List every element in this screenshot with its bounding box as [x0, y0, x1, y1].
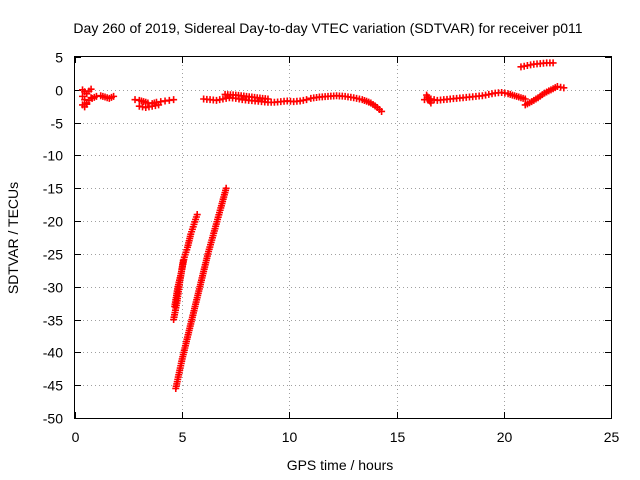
data-point: [560, 84, 568, 92]
y-axis-label: SDTVAR / TECUs: [5, 182, 21, 294]
data-point: [110, 92, 118, 100]
x-tick-label: 15: [390, 429, 406, 445]
data-point: [155, 101, 163, 109]
x-tick-label: 20: [497, 429, 513, 445]
x-axis-label: GPS time / hours: [287, 457, 394, 473]
data-point: [170, 96, 178, 104]
y-tick-label: -20: [43, 214, 63, 230]
axis-ticks: [75, 57, 612, 419]
y-tick-label: -15: [43, 181, 63, 197]
data-point: [83, 100, 91, 108]
y-tick-label: -5: [51, 116, 64, 132]
data-point: [521, 95, 529, 103]
data-point: [87, 85, 95, 93]
data-points: [79, 59, 568, 392]
x-tick-label: 0: [72, 429, 80, 445]
data-point: [427, 99, 435, 107]
tick-labels: 0 5 10 15 20 25 5 0 -5 -10 -15 -20 -25 -30 -35 -40 -45 -5…: [43, 50, 620, 446]
data-point: [549, 59, 557, 67]
chart-title: Day 260 of 2019, Sidereal Day-to-day VTE…: [73, 20, 582, 36]
x-tick-label: 10: [282, 429, 298, 445]
y-tick-label: 5: [55, 50, 63, 66]
data-point: [378, 107, 386, 115]
plot-frame: [74, 56, 612, 419]
y-tick-label: -25: [43, 247, 63, 263]
data-point: [179, 256, 187, 264]
x-tick-label: 5: [179, 429, 187, 445]
data-point: [303, 96, 311, 104]
data-point: [193, 211, 201, 219]
y-tick-label: -30: [43, 280, 63, 296]
y-tick-label: -35: [43, 313, 63, 329]
y-tick-label: 0: [55, 83, 63, 99]
data-point: [222, 184, 230, 192]
y-tick-label: -10: [43, 148, 63, 164]
y-tick-label: -40: [43, 345, 63, 361]
y-tick-label: -45: [43, 378, 63, 394]
y-tick-label: -50: [43, 411, 63, 427]
data-point: [264, 95, 272, 103]
grid-lines: [75, 57, 611, 418]
x-tick-label: 25: [604, 429, 620, 445]
